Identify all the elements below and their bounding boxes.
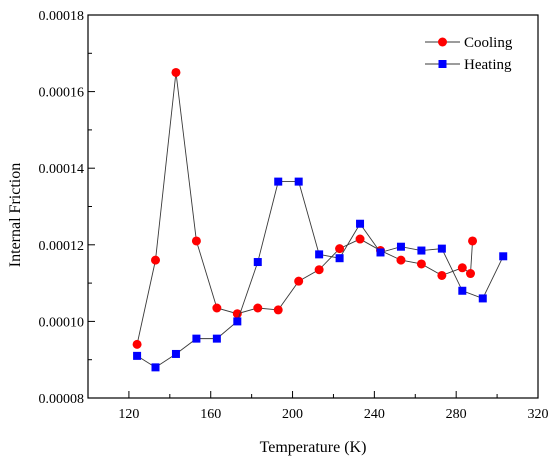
legend-label-heating: Heating — [464, 57, 512, 73]
x-axis-title: Temperature (K) — [260, 439, 367, 456]
cooling-point — [314, 265, 324, 275]
heating-point — [417, 246, 426, 255]
heating-point — [396, 242, 405, 251]
series-heating — [133, 177, 508, 372]
heating-point — [151, 363, 160, 372]
cooling-point — [151, 255, 160, 265]
x-tick-label: 200 — [282, 407, 303, 422]
heating-point — [376, 248, 385, 257]
cooling-point — [294, 276, 304, 286]
heating-point — [294, 177, 303, 186]
legend-label-cooling: Cooling — [464, 35, 513, 51]
series-line-heating — [136, 181, 504, 368]
heating-point — [499, 252, 508, 261]
legend-item-cooling: Cooling — [425, 35, 513, 51]
heating-point — [192, 334, 201, 343]
heating-point — [315, 250, 324, 259]
heating-point — [233, 317, 242, 326]
heating-point — [458, 286, 467, 295]
heating-point — [212, 334, 221, 343]
x-tick-label: 120 — [118, 407, 139, 422]
cooling-point — [191, 236, 201, 246]
legend: Cooling Heating — [425, 35, 513, 73]
y-tick-label: 0.00018 — [39, 9, 85, 24]
x-tick-label: 240 — [364, 407, 385, 422]
cooling-point — [468, 236, 478, 246]
y-tick-label: 0.00014 — [39, 162, 85, 177]
cooling-point — [212, 303, 222, 313]
cooling-point — [457, 263, 467, 273]
legend-marker-cooling — [438, 37, 447, 47]
y-axis-title: Internal Friction — [7, 163, 24, 267]
heating-point — [437, 244, 446, 253]
cooling-point — [273, 305, 283, 315]
heating-point — [356, 219, 365, 228]
heating-point — [171, 349, 180, 358]
y-tick-label: 0.00008 — [39, 392, 85, 407]
ticks: 120 160 200 240 280 320 0.00008 0.00010 0.00012 0… — [39, 9, 549, 422]
cooling-point — [355, 234, 365, 244]
heating-point — [478, 294, 487, 303]
x-tick-label: 280 — [446, 407, 467, 422]
x-tick-label: 160 — [200, 407, 221, 422]
x-tick-label: 320 — [528, 407, 549, 422]
cooling-point — [132, 339, 142, 349]
cooling-point — [466, 269, 475, 279]
cooling-point — [396, 255, 406, 265]
series-layer — [132, 67, 508, 372]
series-cooling — [132, 67, 478, 349]
cooling-point — [335, 244, 345, 254]
legend-item-heating: Heating — [425, 57, 512, 73]
heating-point — [253, 258, 262, 267]
y-tick-label: 0.00016 — [39, 86, 85, 101]
cooling-point — [437, 270, 447, 280]
y-tick-label: 0.00010 — [39, 315, 85, 330]
heating-point — [335, 254, 344, 263]
heating-point — [133, 351, 142, 360]
cooling-point — [253, 303, 263, 313]
series-line-cooling — [136, 72, 473, 345]
y-tick-label: 0.00012 — [39, 239, 85, 254]
legend-marker-heating — [438, 60, 447, 68]
cooling-point — [416, 259, 426, 269]
heating-point — [274, 177, 283, 186]
cooling-point — [171, 67, 181, 77]
cooling-point — [232, 309, 242, 319]
